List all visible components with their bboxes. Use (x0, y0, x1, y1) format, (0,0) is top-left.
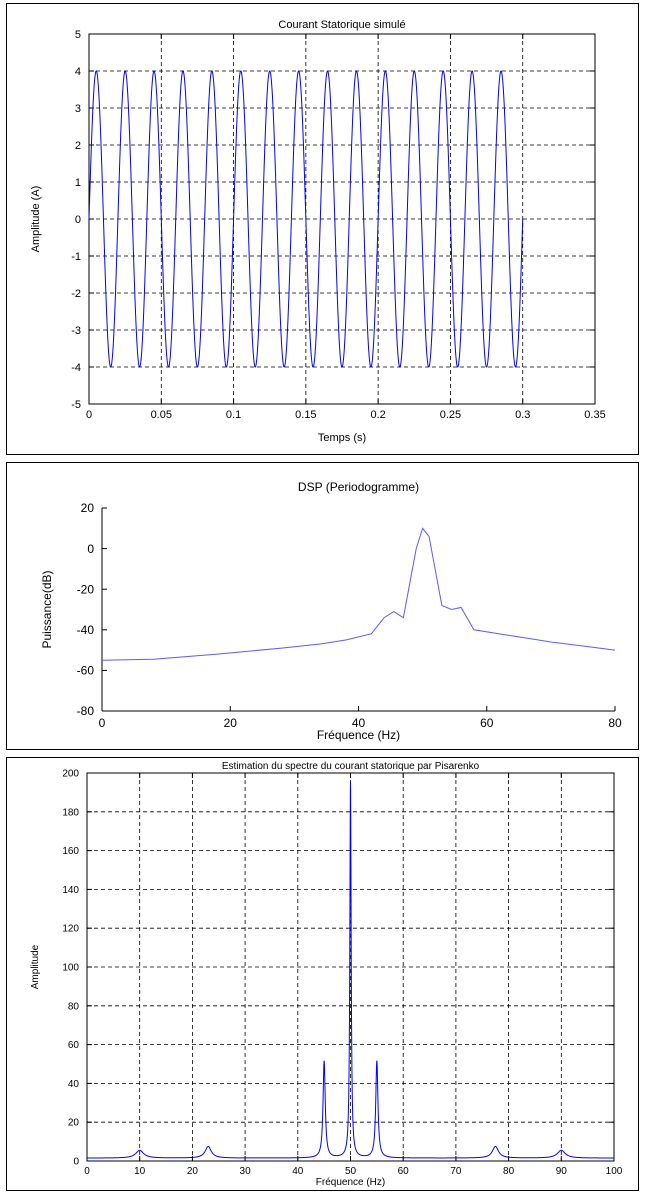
chart-title: DSP (Periodogramme) (298, 480, 419, 494)
chart-title: Estimation du spectre du courant statori… (222, 761, 480, 772)
x-tick-label: 30 (240, 1166, 252, 1177)
y-tick-label: 3 (75, 103, 81, 115)
x-tick-label: 70 (450, 1166, 462, 1177)
x-axis-label: Temps (s) (318, 432, 366, 444)
psd-periodogram-chart: 0 20 40 60 80 -80 -60 -40 -20 0 20 DSP (Periodogram… (40, 480, 622, 742)
y-tick-label: 2 (75, 140, 81, 152)
y-tick-label: 160 (62, 846, 79, 857)
x-tick-label: 0.2 (370, 409, 385, 421)
y-tick-label: 20 (81, 501, 95, 515)
x-tick-label: 80 (503, 1166, 515, 1177)
y-tick-label: 60 (68, 1040, 80, 1051)
y-tick-label: 120 (62, 924, 79, 935)
y-tick-label: -20 (77, 582, 95, 596)
x-tick-label: 0.15 (295, 409, 316, 421)
y-tick-label: -40 (77, 623, 95, 637)
x-tick-label: 80 (608, 716, 622, 730)
y-tick-label: 0 (73, 1157, 79, 1168)
y-tick-label: -4 (71, 362, 81, 374)
y-axis-label: Puissance(dB) (40, 570, 54, 648)
x-tick-label: 10 (134, 1166, 146, 1177)
y-tick-label: 20 (68, 1118, 80, 1129)
x-tick-label: 0 (99, 716, 106, 730)
x-tick-label: 40 (292, 1166, 304, 1177)
y-axis-label: Amplitude (A) (30, 186, 42, 253)
y-tick-label: 100 (62, 963, 79, 974)
y-tick-label: -5 (71, 399, 81, 411)
x-tick-label: 50 (345, 1166, 357, 1177)
chart-panel-pisarenko: 0 10 20 30 40 50 60 70 80 90 100 0 20 40 60 80 100 120 140… (6, 757, 639, 1191)
y-tick-label: -1 (71, 251, 81, 263)
x-tick-label: 0 (86, 409, 92, 421)
series-line-psd (101, 527, 616, 661)
pisarenko-spectrum-chart: 0 10 20 30 40 50 60 70 80 90 100 0 20 40 60 80 100 120 140… (30, 761, 623, 1188)
x-axis-label: Fréquence (Hz) (316, 1177, 385, 1188)
y-axis-label: Amplitude (30, 944, 41, 989)
stator-current-chart: 0 0.05 0.1 0.15 0.2 0.25 0.3 0.35 -5 -4 -3 -2 -1 0 1 2 3… (30, 19, 606, 444)
x-tick-label: 60 (398, 1166, 410, 1177)
x-tick-label: 100 (606, 1166, 623, 1177)
y-tick-label: 4 (75, 66, 81, 78)
y-tick-label: 180 (62, 807, 79, 818)
x-tick-label: 0.05 (151, 409, 172, 421)
y-tick-label: 1 (75, 177, 81, 189)
chart-panel-psd: 0 20 40 60 80 -80 -60 -40 -20 0 20 DSP (Periodogram… (6, 462, 639, 750)
y-tick-label: -80 (77, 704, 95, 718)
chart-title: Courant Statorique simulé (278, 19, 405, 31)
y-tick-label: 40 (68, 1079, 80, 1090)
y-tick-label: -3 (71, 325, 81, 337)
x-axis-label: Fréquence (Hz) (317, 728, 400, 742)
x-tick-label: 20 (224, 716, 238, 730)
y-tick-label: 200 (62, 769, 79, 780)
x-tick-label: 60 (480, 716, 494, 730)
x-tick-label: 0.3 (515, 409, 530, 421)
y-tick-label: 0 (75, 214, 81, 226)
chart-panel-stator-current: 0 0.05 0.1 0.15 0.2 0.25 0.3 0.35 -5 -4 -3 -2 -1 0 1 2 3… (6, 3, 639, 455)
series-line-pisarenko (87, 781, 614, 1159)
x-tick-label: 0 (84, 1166, 90, 1177)
x-tick-label: 20 (187, 1166, 199, 1177)
x-tick-label: 90 (556, 1166, 568, 1177)
y-tick-label: 5 (75, 29, 81, 41)
y-tick-label: 80 (68, 1001, 80, 1012)
y-tick-label: -2 (71, 288, 81, 300)
y-tick-label: 0 (87, 542, 94, 556)
x-tick-label: 40 (352, 716, 366, 730)
y-tick-label: 140 (62, 885, 79, 896)
y-tick-label: -60 (77, 664, 95, 678)
series-line-current (88, 70, 524, 368)
x-tick-label: 0.25 (440, 409, 461, 421)
x-tick-label: 0.1 (226, 409, 241, 421)
x-tick-label: 0.35 (584, 409, 605, 421)
